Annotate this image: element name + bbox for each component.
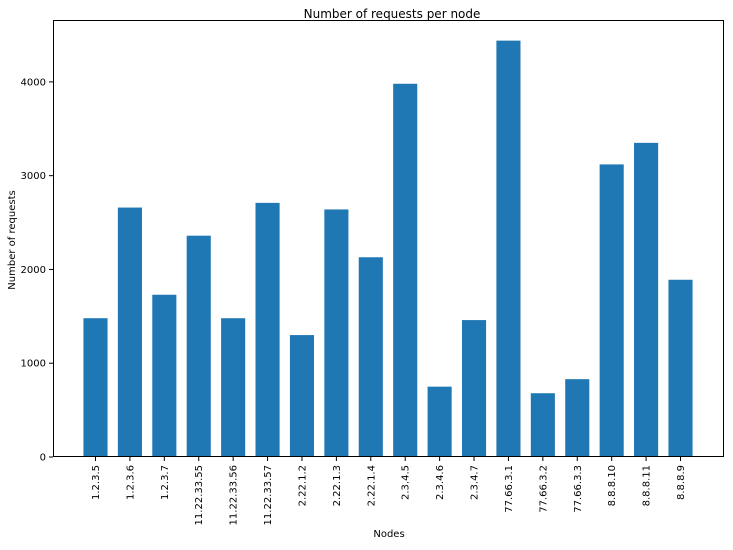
x-tick-label: 1.2.3.6 xyxy=(125,465,136,500)
bar-2-3-4-6 xyxy=(427,386,452,457)
bar-11-22-33-56 xyxy=(221,318,246,457)
bar-2-22-1-4 xyxy=(358,257,383,457)
bar-2-22-1-3 xyxy=(324,209,349,457)
bar-1-2-3-6 xyxy=(117,207,142,457)
bar-77-66-3-3 xyxy=(565,379,590,457)
bar-1-2-3-5 xyxy=(83,318,108,457)
y-tick-label: 3000 xyxy=(21,171,46,182)
bar-8-8-8-11 xyxy=(634,142,659,457)
bar-1-2-3-7 xyxy=(152,294,177,457)
y-ticks-group: 0 1000 2000 3000 4000 xyxy=(21,77,53,464)
y-tick-label: 1000 xyxy=(21,359,46,370)
x-tick-label: 2.22.1.2 xyxy=(297,465,308,506)
x-tick-label: 2.3.4.5 xyxy=(401,465,412,500)
bar-8-8-8-9 xyxy=(668,279,693,457)
y-axis-label: Number of requests xyxy=(7,190,18,289)
x-tick-label: 8.8.8.9 xyxy=(676,465,687,500)
x-axis-label: Nodes xyxy=(373,529,404,540)
plot-frame xyxy=(53,20,724,457)
x-tick-label: 2.3.4.6 xyxy=(435,465,446,500)
x-tick-label: 77.66.3.3 xyxy=(573,465,584,513)
x-tick-label: 77.66.3.1 xyxy=(504,465,515,513)
y-tick-label: 2000 xyxy=(21,265,46,276)
x-tick-label: 11.22.33.55 xyxy=(194,465,205,525)
x-tick-label: 2.3.4.7 xyxy=(470,465,481,500)
bar-11-22-33-57 xyxy=(255,202,280,457)
bar-2-22-1-2 xyxy=(289,335,315,457)
bar-2-3-4-7 xyxy=(461,320,487,457)
bars-group xyxy=(83,40,693,458)
x-tick-label: 11.22.33.57 xyxy=(263,465,274,525)
bar-77-66-3-2 xyxy=(530,393,555,457)
x-tick-label: 2.22.1.3 xyxy=(332,465,343,506)
y-tick-label: 4000 xyxy=(21,77,46,88)
bar-11-22-33-55 xyxy=(186,235,211,457)
x-tick-label: 8.8.8.11 xyxy=(642,465,653,506)
bar-2-3-4-5 xyxy=(393,83,418,457)
x-tick-label: 2.22.1.4 xyxy=(366,465,377,506)
x-tick-label: 8.8.8.10 xyxy=(607,465,618,506)
x-tick-label: 77.66.3.2 xyxy=(538,465,549,513)
bar-77-66-3-1 xyxy=(496,40,521,458)
bar-8-8-8-10 xyxy=(599,164,624,457)
y-tick-label: 0 xyxy=(40,453,46,464)
x-tick-label: 1.2.3.7 xyxy=(160,465,171,500)
x-tick-label: 1.2.3.5 xyxy=(91,465,102,500)
chart-title: Number of requests per node xyxy=(304,7,481,21)
x-tick-label: 11.22.33.56 xyxy=(229,465,240,525)
x-ticks-group: 1.2.3.5 1.2.3.6 1.2.3.7 11.22.33.55 11.22.33… xyxy=(91,457,687,525)
